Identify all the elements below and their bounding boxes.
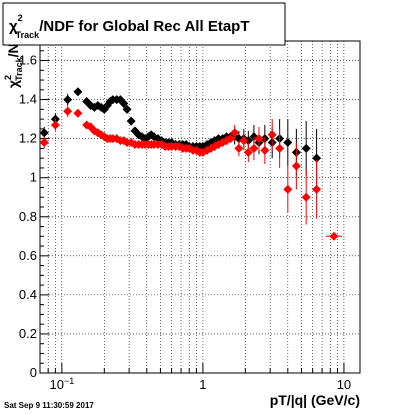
x-axis-label: pT/|q| (GeV/c) — [270, 392, 360, 408]
data-point — [39, 128, 49, 138]
data-point — [243, 147, 253, 157]
data-point — [73, 87, 83, 97]
data-point — [39, 138, 49, 148]
data-point — [267, 130, 277, 140]
y-tick-label: 0 — [30, 365, 37, 380]
data-point — [122, 104, 132, 114]
data-point — [239, 136, 249, 146]
y-tick-label: 0.6 — [19, 248, 37, 263]
data-point — [230, 128, 240, 138]
y-axis-tick-labels: 0 0.2 0.4 0.6 0.8 1 1.2 1.4 1.6 — [19, 53, 37, 380]
data-point — [283, 184, 293, 194]
data-point — [50, 120, 60, 130]
data-point — [234, 143, 244, 153]
plot-frame — [39, 40, 361, 374]
y-tick-label: 0.2 — [19, 326, 37, 341]
data-point — [283, 138, 293, 148]
data-point — [275, 143, 285, 153]
x-tick-label: 1 — [199, 377, 206, 392]
y-tick-label: 1.6 — [19, 53, 37, 68]
data-point — [301, 192, 311, 202]
data-point — [119, 136, 129, 146]
data-point — [73, 108, 83, 118]
y-tick-label: 0.4 — [19, 287, 37, 302]
data-point — [291, 161, 301, 171]
data-point — [63, 95, 73, 105]
data-point — [119, 98, 129, 108]
data-point — [312, 184, 322, 194]
data-point — [301, 143, 311, 153]
x-tick-label: 10−1 — [49, 376, 74, 392]
y-tick-label: 1.2 — [19, 131, 37, 146]
axis-ticks — [39, 40, 345, 374]
data-point — [254, 134, 264, 144]
chart-title: χ2 Track/NDF for Global Rec All EtapT — [9, 13, 249, 40]
data-point — [249, 143, 259, 153]
grid — [39, 41, 360, 374]
x-tick-label: 10 — [337, 377, 351, 392]
data-point — [260, 145, 270, 155]
data-point — [63, 106, 73, 116]
data-point — [243, 136, 253, 146]
y-tick-label: 1.4 — [19, 92, 37, 107]
data-point — [226, 134, 236, 144]
series-red — [39, 105, 342, 241]
data-point — [312, 153, 322, 163]
title-box — [2, 2, 286, 46]
y-tick-label: 0.8 — [19, 209, 37, 224]
y-tick-label: 1 — [30, 170, 37, 185]
x-axis-tick-labels: 10−1 1 10 — [49, 376, 351, 392]
data-series — [39, 87, 342, 241]
timestamp: Sat Sep 9 11:30:59 2017 — [4, 401, 94, 410]
data-point — [126, 116, 136, 126]
